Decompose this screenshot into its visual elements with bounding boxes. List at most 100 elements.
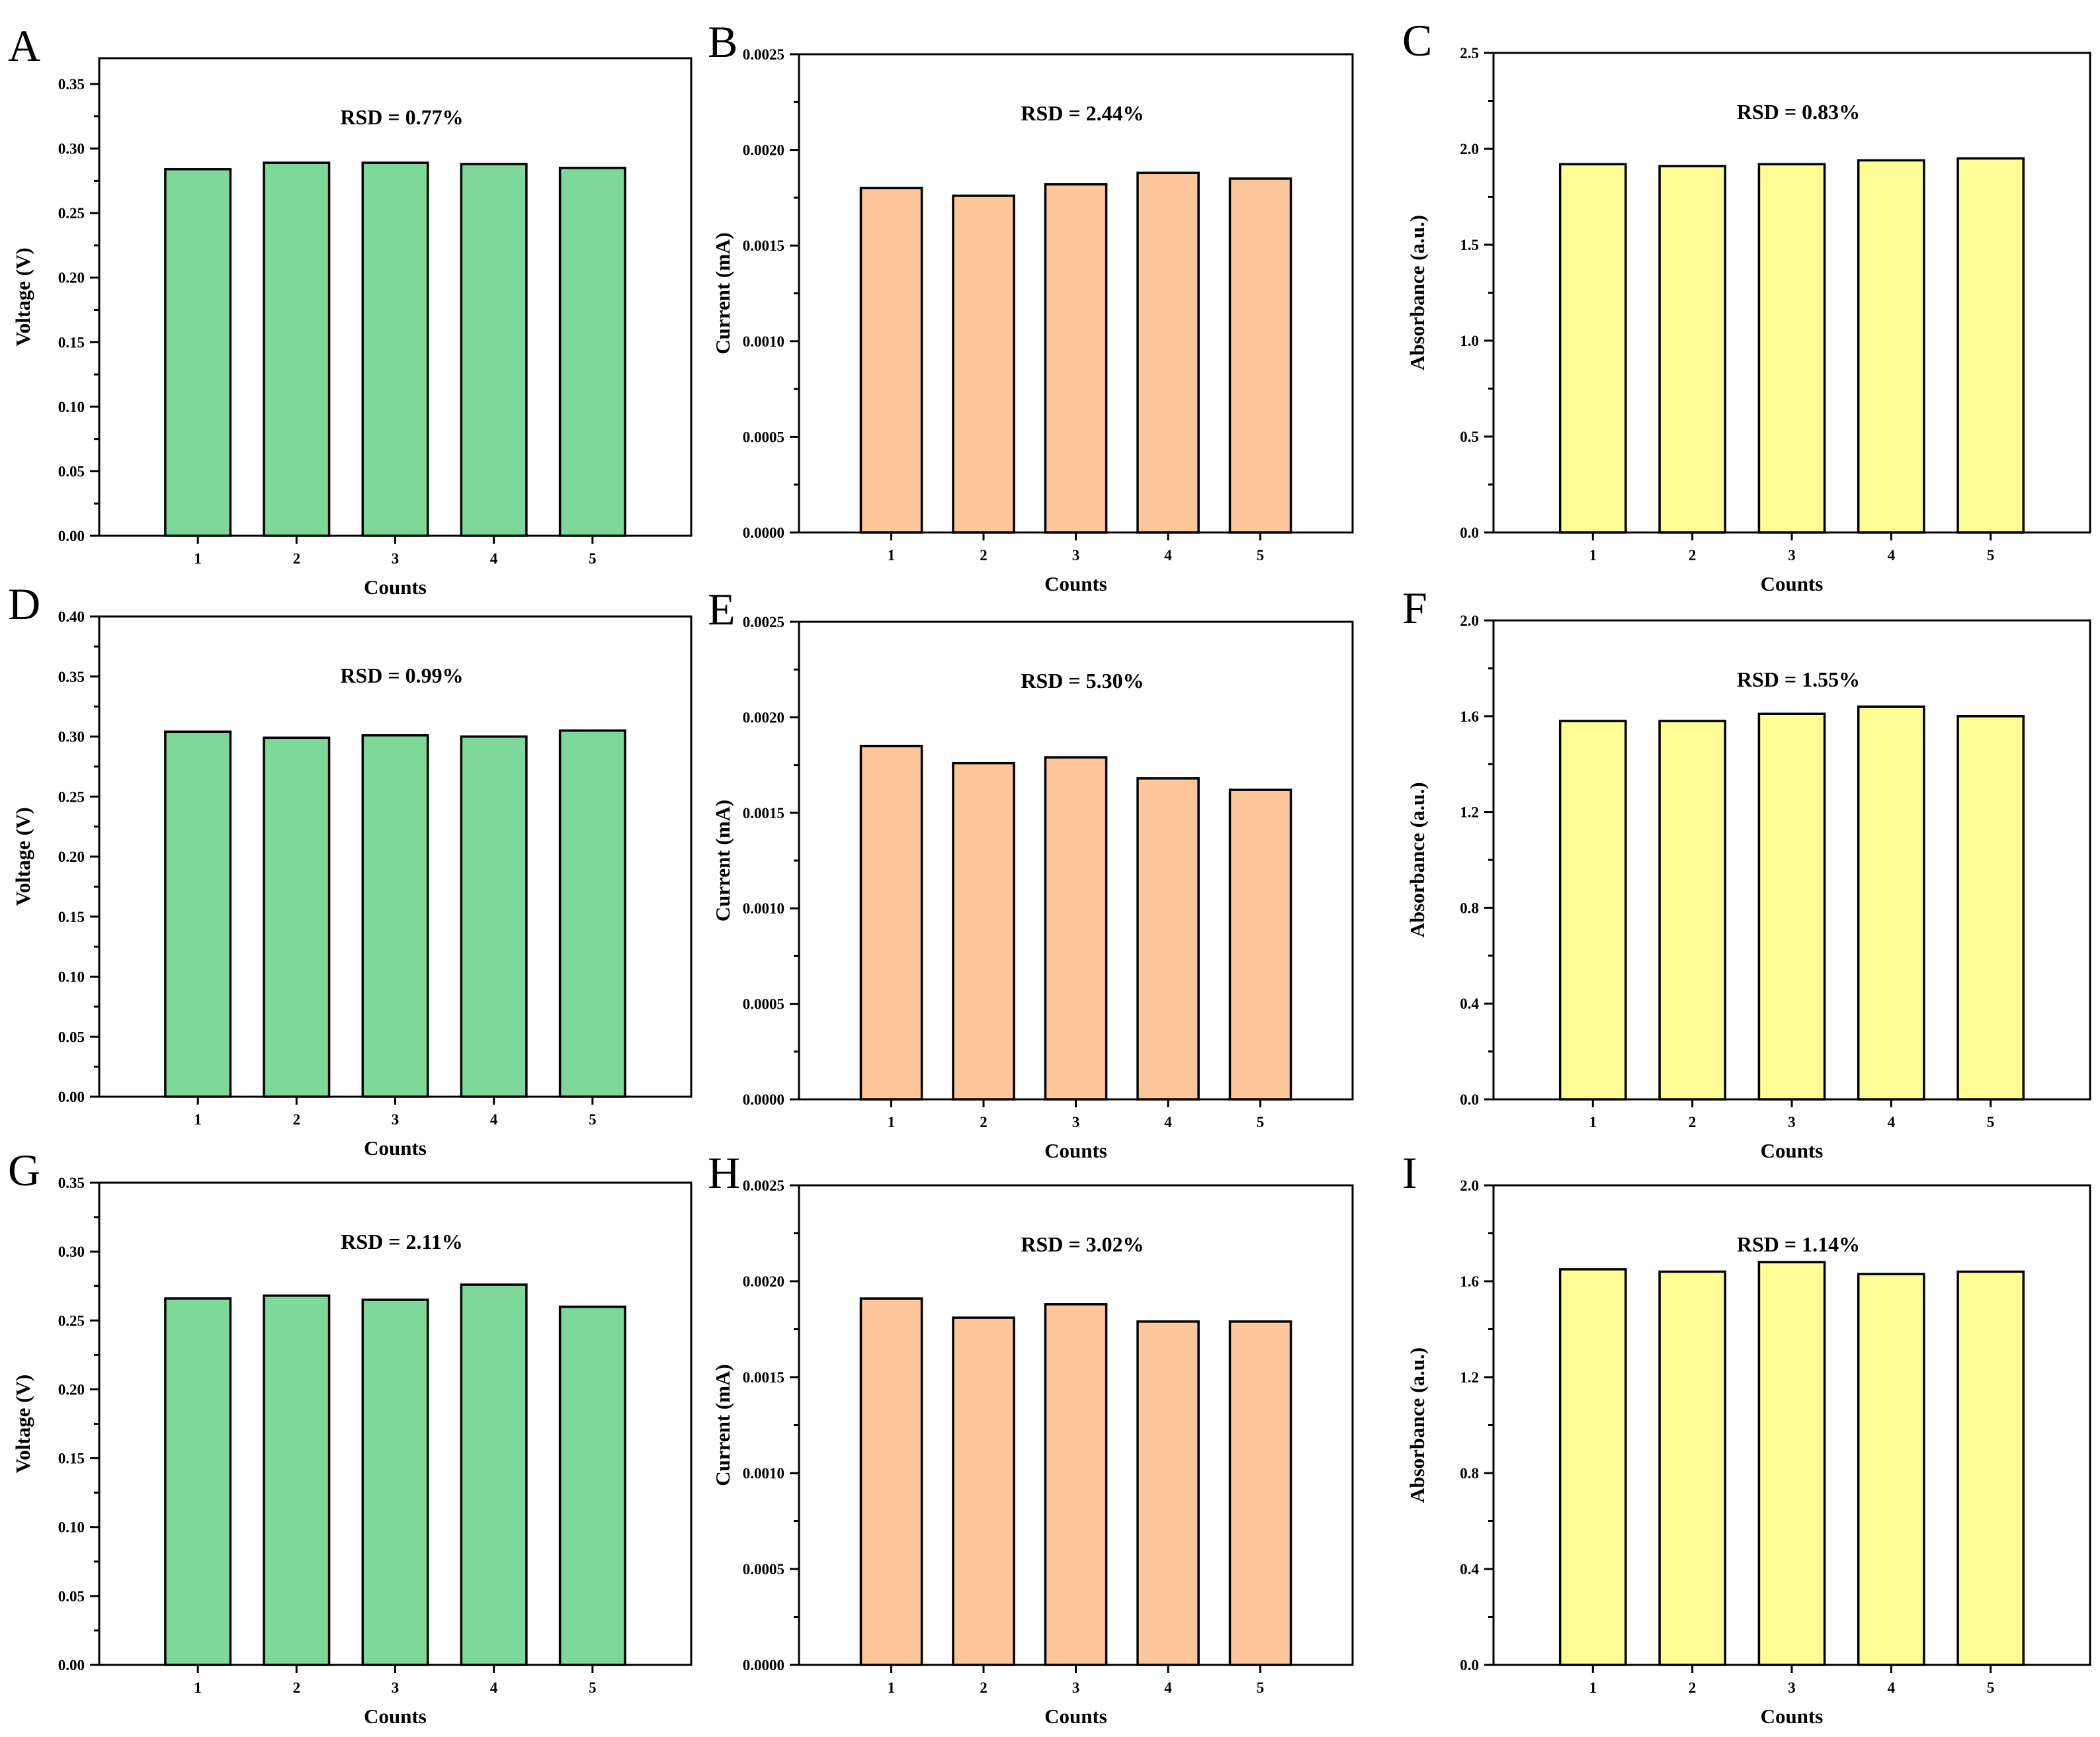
y-tick-label: 0.0025 xyxy=(743,614,784,630)
bar-g-1 xyxy=(164,1297,232,1666)
y-tick-label: 0.0000 xyxy=(743,1091,784,1108)
x-tick-label: 3 xyxy=(1072,1114,1080,1130)
x-tick-label: 2 xyxy=(1689,547,1697,564)
y-tick-label: 0.35 xyxy=(58,669,85,685)
bar-b-2 xyxy=(952,194,1015,534)
x-tick-label: 2 xyxy=(1689,1114,1697,1130)
x-tick-label: 1 xyxy=(1589,1679,1597,1696)
y-tick-label: 0.0015 xyxy=(743,237,784,254)
x-tick-label: 3 xyxy=(392,1111,399,1128)
rsd-annotation: RSD = 1.55% xyxy=(1737,667,1860,691)
bar-h-3 xyxy=(1044,1303,1108,1666)
y-tick-label: 1.6 xyxy=(1460,1273,1479,1290)
rsd-annotation: RSD = 0.99% xyxy=(340,663,463,687)
bar-e-4 xyxy=(1136,777,1200,1101)
y-tick-label: 0.0010 xyxy=(743,900,784,917)
x-tick-label: 5 xyxy=(1987,547,1995,564)
x-tick-label: 1 xyxy=(1589,1114,1597,1130)
bar-f-1 xyxy=(1558,720,1627,1101)
x-tick-label: 5 xyxy=(1257,1114,1265,1130)
x-tick-label: 5 xyxy=(1987,1114,1995,1130)
y-tick-label: 0.00 xyxy=(58,1089,85,1105)
y-tick-label: 0.0005 xyxy=(743,1561,784,1578)
x-tick-label: 1 xyxy=(194,550,202,567)
bar-d-5 xyxy=(558,729,626,1098)
x-tick-label: 3 xyxy=(1788,1679,1796,1696)
x-tick-label: 5 xyxy=(589,1111,597,1128)
panel-d: 0.00 0.05 0.10 0.15 0.20 0.25 0.30 0.35 0.40 1 2 3 4… xyxy=(8,579,693,1160)
x-tick-label: 5 xyxy=(589,1679,597,1696)
panel-c: 0.0 0.5 1.0 1.5 2.0 2.5 1 2 3 4 5 Counts Absorbance … xyxy=(1402,15,2091,595)
panel-label: D xyxy=(8,579,40,629)
bar-h-5 xyxy=(1228,1320,1292,1666)
y-tick-label: 0.0015 xyxy=(743,805,784,822)
x-tick-label: 2 xyxy=(980,1679,987,1696)
bar-g-5 xyxy=(558,1305,626,1666)
y-axis-title: Current (mA) xyxy=(711,232,734,355)
bar-f-5 xyxy=(1956,715,2025,1101)
y-tick-label: 0.0 xyxy=(1460,525,1479,541)
bar-h-2 xyxy=(952,1316,1015,1666)
bar-a-2 xyxy=(263,161,331,537)
y-tick-label: 0.05 xyxy=(58,1029,85,1045)
bar-e-2 xyxy=(952,761,1015,1101)
y-tick-label: 2.5 xyxy=(1460,45,1479,62)
panel-label: I xyxy=(1402,1148,1417,1198)
panel-label: H xyxy=(708,1148,740,1198)
rsd-annotation: RSD = 1.14% xyxy=(1737,1232,1860,1256)
x-tick-label: 1 xyxy=(1589,547,1597,564)
x-tick-label: 2 xyxy=(980,1114,987,1130)
bar-f-4 xyxy=(1857,705,1925,1101)
y-tick-label: 0.10 xyxy=(58,969,85,986)
y-tick-label: 1.5 xyxy=(1460,237,1479,253)
y-tick-label: 0.0010 xyxy=(743,1465,784,1482)
y-tick-label: 0.8 xyxy=(1460,900,1479,916)
y-tick-label: 0.20 xyxy=(58,1381,85,1398)
panel-b: 0.0000 0.0005 0.0010 0.0015 0.0020 0.0025 1 2 3 4… xyxy=(708,17,1354,595)
y-tick-label: 0.0015 xyxy=(743,1369,784,1386)
panel-a: 0.00 0.05 0.10 0.15 0.20 0.25 0.30 0.35 1 2 3 4 5 Cou… xyxy=(8,21,693,599)
y-axis-title: Absorbance (a.u.) xyxy=(1406,1347,1429,1503)
y-tick-label: 0.0000 xyxy=(743,525,784,541)
panel-e: 0.0000 0.0005 0.0010 0.0015 0.0020 0.0025 1 2 3 4… xyxy=(708,584,1354,1162)
x-tick-label: 3 xyxy=(392,550,399,567)
x-axis-title: Counts xyxy=(1044,1705,1107,1728)
y-tick-label: 1.0 xyxy=(1460,333,1479,349)
y-tick-label: 0.00 xyxy=(58,528,85,544)
x-tick-label: 3 xyxy=(1072,1679,1080,1696)
x-tick-label: 3 xyxy=(1788,547,1796,564)
panel-i: 0.0 0.4 0.8 1.2 1.6 2.0 1 2 3 4 5 Counts Absorbance … xyxy=(1402,1148,2091,1728)
bar-a-4 xyxy=(460,163,528,537)
x-tick-label: 1 xyxy=(194,1679,202,1696)
y-tick-label: 0.15 xyxy=(58,1451,85,1467)
y-tick-label: 2.0 xyxy=(1460,1177,1479,1194)
x-tick-label: 1 xyxy=(888,547,896,564)
bar-g-3 xyxy=(361,1298,429,1666)
y-tick-label: 0.20 xyxy=(58,849,85,865)
y-tick-label: 1.6 xyxy=(1460,708,1479,725)
y-tick-label: 0.25 xyxy=(58,205,85,222)
x-axis-title: Counts xyxy=(364,575,427,599)
bar-b-3 xyxy=(1044,183,1108,534)
bar-g-4 xyxy=(460,1283,528,1666)
x-tick-label: 4 xyxy=(1164,1114,1172,1130)
y-tick-label: 0.05 xyxy=(58,463,85,480)
panel-label: G xyxy=(8,1145,40,1195)
y-tick-label: 0.0 xyxy=(1460,1091,1479,1108)
y-tick-label: 1.2 xyxy=(1460,1369,1479,1386)
y-tick-label: 0.0020 xyxy=(743,709,784,726)
x-tick-label: 1 xyxy=(888,1679,896,1696)
bar-h-1 xyxy=(859,1297,923,1666)
x-axis-title: Counts xyxy=(1761,572,1824,595)
panel-label: E xyxy=(708,584,735,634)
y-tick-label: 0.10 xyxy=(58,399,85,415)
x-axis-title: Counts xyxy=(364,1705,427,1728)
bar-b-5 xyxy=(1228,177,1292,534)
y-tick-label: 0.30 xyxy=(58,1244,85,1260)
x-axis-title: Counts xyxy=(364,1136,427,1160)
x-tick-label: 4 xyxy=(490,1111,498,1128)
y-tick-label: 0.0025 xyxy=(743,46,784,63)
rsd-annotation: RSD = 0.77% xyxy=(340,105,463,129)
y-axis-title: Absorbance (a.u.) xyxy=(1406,215,1429,370)
